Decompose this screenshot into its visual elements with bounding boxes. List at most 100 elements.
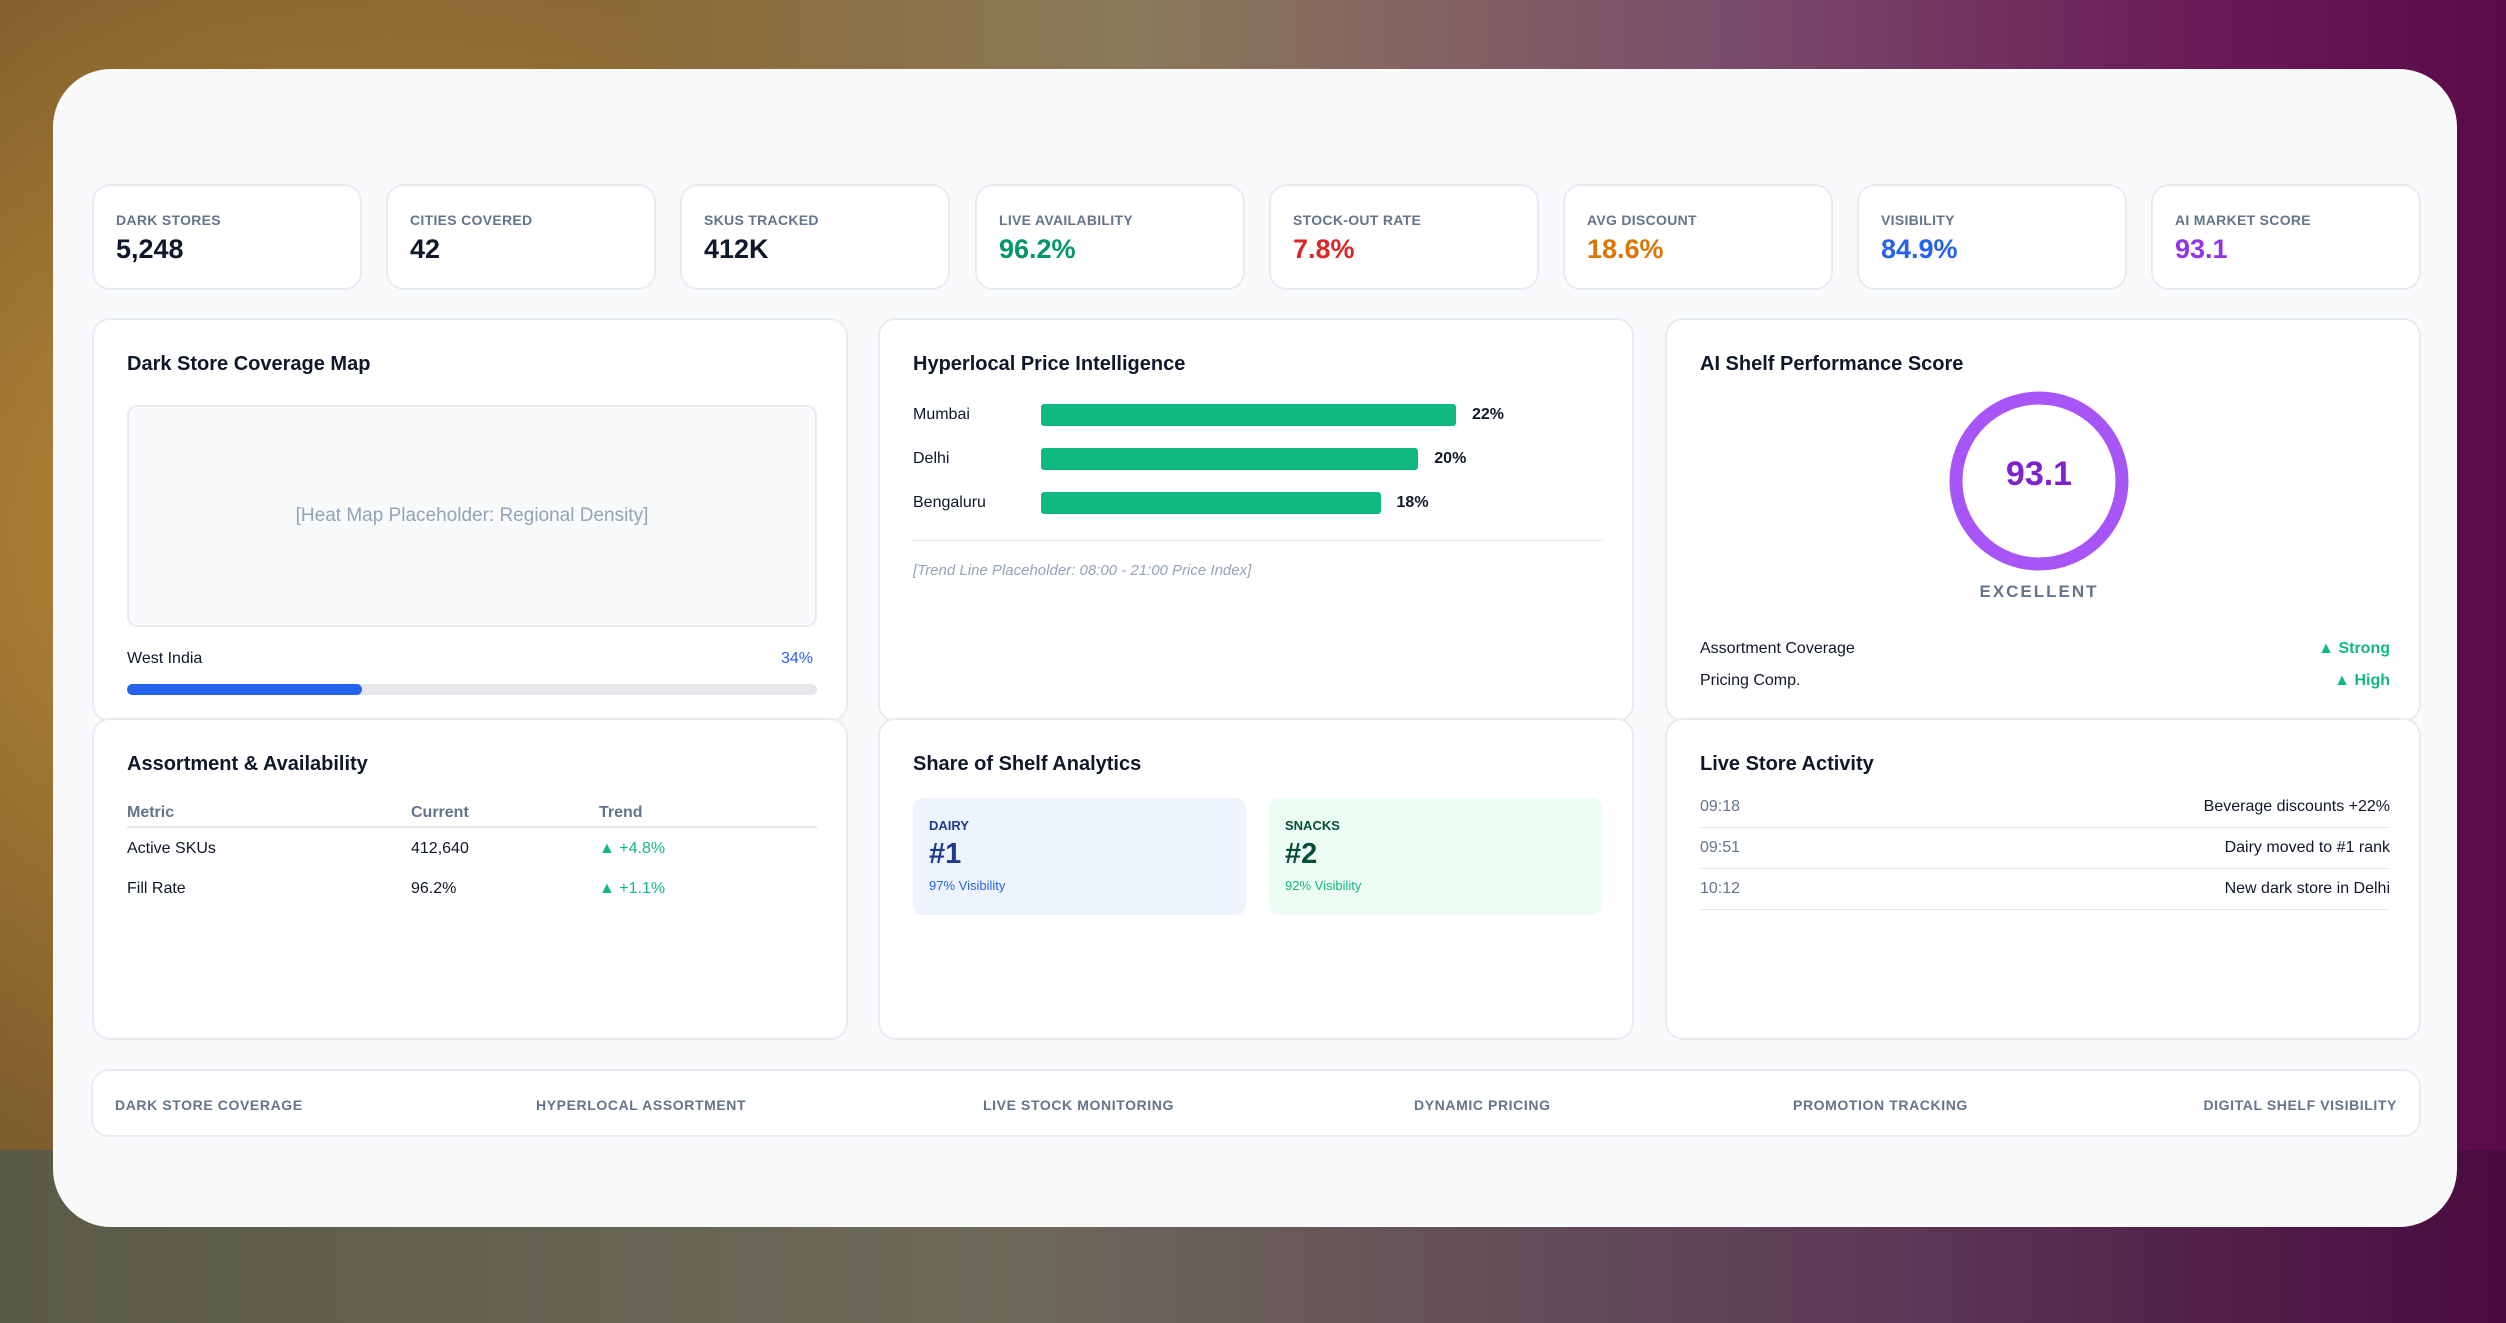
score-metric-row: Pricing Comp. ▲ High [1700, 672, 2390, 690]
activity-item: 09:18 Beverage discounts +22% [1700, 788, 2390, 828]
card-title: Live Store Activity [1700, 753, 1874, 775]
price-value: 18% [1396, 494, 1429, 511]
card-title: Dark Store Coverage Map [127, 353, 371, 375]
activity-item: 10:12 New dark store in Delhi [1700, 870, 2390, 910]
city-label: Mumbai [913, 406, 970, 423]
card-title: Assortment & Availability [127, 753, 368, 775]
capability-label: HYPERLOCAL ASSORTMENT [536, 1097, 747, 1113]
score-metric-row: Assortment Coverage ▲ Strong [1700, 640, 2390, 658]
kpi-card-dark-stores: DARK STORES 5,248 [92, 184, 362, 290]
live-activity-card: Live Store Activity 09:18 Beverage disco… [1665, 718, 2421, 1040]
capability-label: DYNAMIC PRICING [1414, 1097, 1551, 1113]
kpi-value: 5,248 [116, 234, 184, 264]
region-label: West India [127, 650, 203, 667]
shelf-visibility: 92% Visibility [1285, 878, 1362, 893]
score-label: EXCELLENT [1979, 582, 2099, 601]
city-label: Bengaluru [913, 494, 986, 511]
activity-time: 09:18 [1700, 798, 1741, 815]
kpi-card-cities-covered: CITIES COVERED 42 [386, 184, 656, 290]
region-progress-track [127, 684, 817, 695]
card-title: Hyperlocal Price Intelligence [913, 353, 1186, 375]
table-cell: Fill Rate [127, 880, 186, 897]
metric-value: ▲ High [2334, 672, 2390, 689]
price-row: Bengaluru 18% [913, 492, 1613, 516]
score-ring [1949, 391, 2129, 571]
shelf-category: DAIRY [929, 818, 969, 833]
coverage-map-card: Dark Store Coverage Map [Heat Map Placeh… [92, 318, 848, 722]
kpi-value: 18.6% [1587, 234, 1664, 264]
kpi-label: STOCK-OUT RATE [1293, 212, 1422, 228]
kpi-value: 7.8% [1293, 234, 1355, 264]
kpi-card-stock-out-rate: STOCK-OUT RATE 7.8% [1269, 184, 1539, 290]
price-intelligence-card: Hyperlocal Price Intelligence Mumbai 22%… [878, 318, 1634, 722]
assortment-card: Assortment & Availability Metric Current… [92, 718, 848, 1040]
kpi-card-ai-market-score: AI MARKET SCORE 93.1 [2151, 184, 2421, 290]
card-title: Share of Shelf Analytics [913, 753, 1142, 775]
kpi-value: 412K [704, 234, 769, 264]
share-of-shelf-card: Share of Shelf Analytics DAIRY #1 97% Vi… [878, 718, 1634, 1040]
shelf-rank: #1 [929, 838, 962, 870]
score-value: 93.1 [2005, 455, 2073, 493]
activity-text: Dairy moved to #1 rank [2224, 839, 2390, 856]
metric-value: ▲ Strong [2318, 640, 2390, 657]
table-header-row: Metric Current Trend [127, 798, 817, 828]
price-bar [1041, 448, 1419, 470]
kpi-label: VISIBILITY [1881, 212, 1955, 228]
table-cell: 96.2% [411, 880, 457, 897]
column-header: Current [411, 798, 599, 828]
activity-text: New dark store in Delhi [2224, 880, 2390, 897]
shelf-category: SNACKS [1285, 818, 1340, 833]
activity-time: 09:51 [1700, 839, 1741, 856]
column-header: Trend [599, 798, 817, 828]
shelf-tile-snacks: SNACKS #2 92% Visibility [1269, 798, 1602, 915]
activity-item: 09:51 Dairy moved to #1 rank [1700, 829, 2390, 869]
price-value: 20% [1434, 450, 1467, 467]
region-value: 34% [780, 650, 813, 667]
capability-label: DARK STORE COVERAGE [115, 1097, 303, 1113]
capability-label: LIVE STOCK MONITORING [983, 1097, 1174, 1113]
kpi-value: 42 [410, 234, 441, 264]
price-value: 22% [1472, 406, 1505, 423]
price-bar [1041, 404, 1456, 426]
kpi-label: SKUS TRACKED [704, 212, 819, 228]
kpi-card-skus-tracked: SKUS TRACKED 412K [680, 184, 950, 290]
capability-label: PROMOTION TRACKING [1793, 1097, 1968, 1113]
heat-map-placeholder-text: [Heat Map Placeholder: Regional Density] [295, 505, 649, 526]
kpi-card-avg-discount: AVG DISCOUNT 18.6% [1563, 184, 1833, 290]
activity-time: 10:12 [1700, 880, 1741, 897]
card-title: AI Shelf Performance Score [1700, 353, 1964, 375]
kpi-label: AVG DISCOUNT [1587, 212, 1697, 228]
region-progress-fill [127, 684, 362, 695]
metric-name: Pricing Comp. [1700, 672, 1801, 689]
shelf-visibility: 97% Visibility [929, 878, 1006, 893]
city-label: Delhi [913, 450, 950, 467]
column-header: Metric [127, 798, 411, 828]
table-cell: Active SKUs [127, 840, 216, 857]
kpi-label: AI MARKET SCORE [2175, 212, 2311, 228]
kpi-label: DARK STORES [116, 212, 221, 228]
shelf-tile-dairy: DAIRY #1 97% Visibility [913, 798, 1246, 915]
divider [913, 540, 1603, 541]
assortment-table: Metric Current Trend Active SKUs 412,640… [127, 798, 817, 908]
kpi-value: 93.1 [2175, 234, 2228, 264]
price-row: Mumbai 22% [913, 404, 1613, 428]
capability-label: DIGITAL SHELF VISIBILITY [2203, 1097, 2397, 1113]
shelf-rank: #2 [1285, 838, 1318, 870]
kpi-value: 84.9% [1881, 234, 1958, 264]
kpi-label: CITIES COVERED [410, 212, 533, 228]
heat-map-placeholder: [Heat Map Placeholder: Regional Density] [127, 405, 817, 627]
kpi-label: LIVE AVAILABILITY [999, 212, 1133, 228]
kpi-card-visibility: VISIBILITY 84.9% [1857, 184, 2127, 290]
shelf-score-card: AI Shelf Performance Score 93.1 EXCELLEN… [1665, 318, 2421, 722]
metric-name: Assortment Coverage [1700, 640, 1855, 657]
table-cell: 412,640 [411, 840, 469, 857]
table-row: Fill Rate 96.2% ▲ +1.1% [127, 868, 817, 908]
price-row: Delhi 20% [913, 448, 1613, 472]
kpi-value: 96.2% [999, 234, 1076, 264]
capabilities-strip: DARK STORE COVERAGE HYPERLOCAL ASSORTMEN… [91, 1069, 2421, 1137]
table-row: Active SKUs 412,640 ▲ +4.8% [127, 827, 817, 868]
trend-line-placeholder: [Trend Line Placeholder: 08:00 - 21:00 P… [913, 562, 1252, 579]
activity-text: Beverage discounts +22% [2203, 798, 2390, 815]
price-bar [1041, 492, 1381, 514]
kpi-card-live-availability: LIVE AVAILABILITY 96.2% [975, 184, 1245, 290]
